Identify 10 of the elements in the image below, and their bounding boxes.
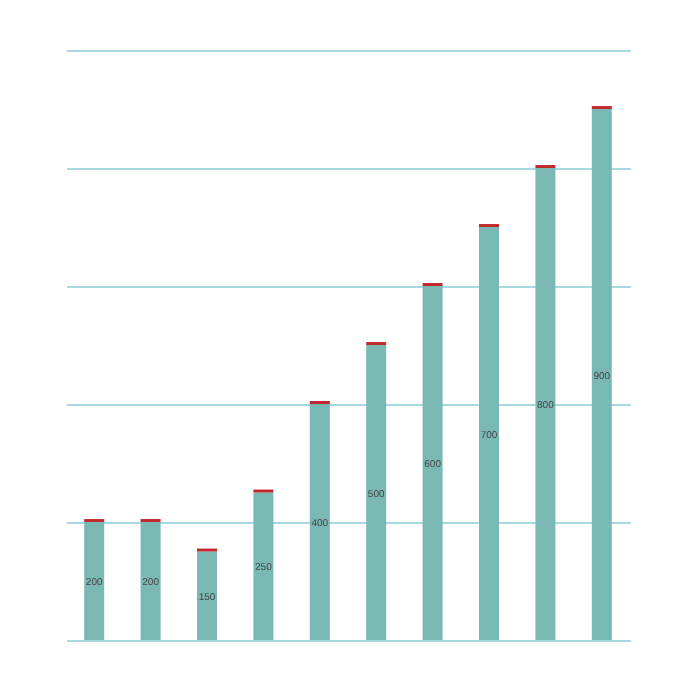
- bar: [422, 286, 443, 640]
- bar: [253, 492, 274, 640]
- bar: [479, 227, 499, 640]
- bar: [140, 522, 161, 640]
- bar: [197, 551, 217, 640]
- bar: [84, 522, 105, 640]
- bar: [535, 168, 556, 640]
- bar: [366, 345, 387, 640]
- bar: [591, 109, 612, 640]
- bar: [309, 404, 330, 640]
